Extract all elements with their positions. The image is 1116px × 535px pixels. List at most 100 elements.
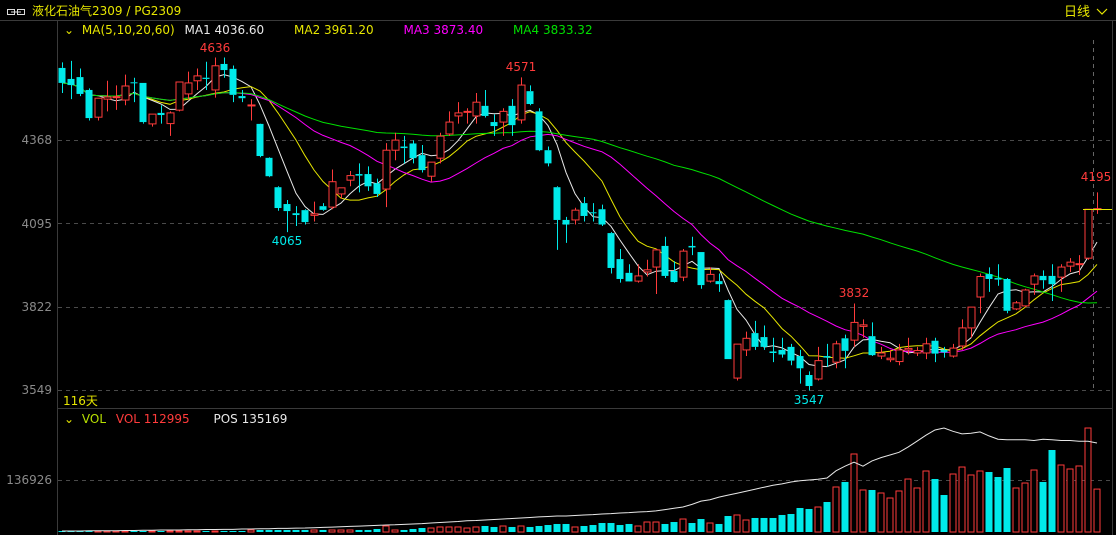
candle (517, 77, 526, 124)
candle-body (895, 349, 904, 363)
candle (409, 140, 417, 164)
candle (724, 299, 732, 360)
volume-bar (499, 525, 507, 533)
title-bar: 液化石油气2309 / PG2309 日线 (0, 0, 1116, 21)
ma-legend: ⌄ MA(5,10,20,60) MA1 4036.60 MA2 3961.20… (64, 23, 605, 37)
ma-legend-toggle-icon[interactable]: ⌄ (64, 23, 75, 37)
candle-body (499, 110, 508, 123)
candle (931, 337, 939, 363)
candle (481, 89, 489, 118)
volume-bar (211, 530, 219, 533)
candle-body (481, 105, 489, 116)
candle-body (778, 349, 786, 355)
candle-body (715, 281, 723, 285)
link-icon[interactable] (7, 5, 25, 15)
candle (625, 264, 633, 282)
volume-bar (292, 529, 300, 532)
volume-bar (76, 531, 84, 533)
candle-body (472, 101, 481, 117)
extreme-price-label: 3547 (793, 392, 825, 407)
chevron-down-icon[interactable] (1096, 5, 1108, 19)
candle (499, 108, 508, 136)
candle (751, 320, 759, 350)
candle (400, 135, 408, 164)
candle (904, 337, 913, 355)
candle (715, 273, 723, 292)
candle (85, 88, 93, 121)
candle (823, 343, 831, 367)
volume-bar (805, 508, 813, 532)
volume-bar (661, 523, 669, 532)
candle (571, 207, 580, 225)
candle (634, 264, 643, 283)
candle-body (346, 175, 355, 181)
candle-body (256, 123, 264, 157)
candle-body (103, 96, 112, 100)
volume-bar (760, 517, 768, 532)
candle (769, 337, 777, 363)
volume-bar (202, 531, 210, 533)
candle-body (733, 343, 742, 379)
candle (670, 261, 678, 283)
candle (616, 248, 624, 283)
candle (1030, 273, 1039, 295)
candle (643, 259, 652, 277)
candle (445, 111, 454, 136)
candle-body (832, 343, 841, 363)
moving-averages (61, 74, 1098, 368)
candle (688, 236, 696, 256)
volume-bar (553, 523, 561, 532)
candle-body (589, 212, 597, 214)
candle-body (868, 336, 876, 356)
candle-body (310, 213, 319, 216)
volume-bar (283, 529, 291, 532)
ma4-line (61, 82, 1098, 304)
volume-bar (454, 526, 462, 533)
candle-body (580, 203, 588, 216)
candle-body (994, 278, 1002, 280)
candle-body (238, 96, 246, 99)
period-selector[interactable]: 日线 (1064, 5, 1091, 20)
volume-bar (265, 529, 273, 532)
candle (1075, 255, 1084, 275)
candle-body (769, 351, 777, 353)
pos-line (62, 427, 1098, 532)
volume-bar (823, 501, 831, 532)
candle (553, 186, 561, 250)
candle-body (1075, 263, 1084, 266)
volume-bar (994, 477, 1002, 532)
candle (1048, 264, 1056, 301)
candle-body (814, 360, 823, 380)
volume-bar (1066, 468, 1074, 533)
candle (418, 145, 426, 173)
volume-bar (193, 530, 201, 533)
volume-bar (886, 497, 894, 533)
candle-body (139, 82, 147, 123)
candle-body (85, 89, 93, 119)
candle-body (535, 111, 543, 151)
volume-bar (895, 490, 903, 533)
volume-bar (355, 529, 363, 532)
volume-bar (967, 474, 975, 533)
candle (760, 325, 768, 350)
volume-bar (1057, 464, 1065, 533)
volume-bar (580, 525, 588, 532)
volume-bar (220, 531, 228, 533)
vol-legend-toggle-icon[interactable]: ⌄ (64, 412, 75, 426)
candle-body (247, 104, 256, 107)
day-count: 116天 (63, 394, 98, 408)
ma4-value: MA4 3833.32 (512, 23, 593, 37)
candle-body (112, 96, 121, 99)
volume-bar (175, 530, 183, 533)
candle (328, 169, 337, 210)
candle-body (328, 181, 337, 208)
volume-bar (472, 526, 480, 533)
volume-bar (508, 526, 516, 532)
volume-bar (346, 529, 354, 533)
candle-body (157, 112, 165, 116)
candle-body (211, 65, 220, 91)
volume-bar (247, 529, 255, 533)
candle (247, 99, 256, 121)
candle-body (796, 356, 804, 369)
